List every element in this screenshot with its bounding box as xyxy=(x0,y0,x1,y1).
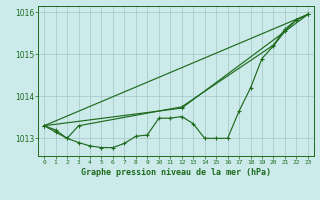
X-axis label: Graphe pression niveau de la mer (hPa): Graphe pression niveau de la mer (hPa) xyxy=(81,168,271,177)
